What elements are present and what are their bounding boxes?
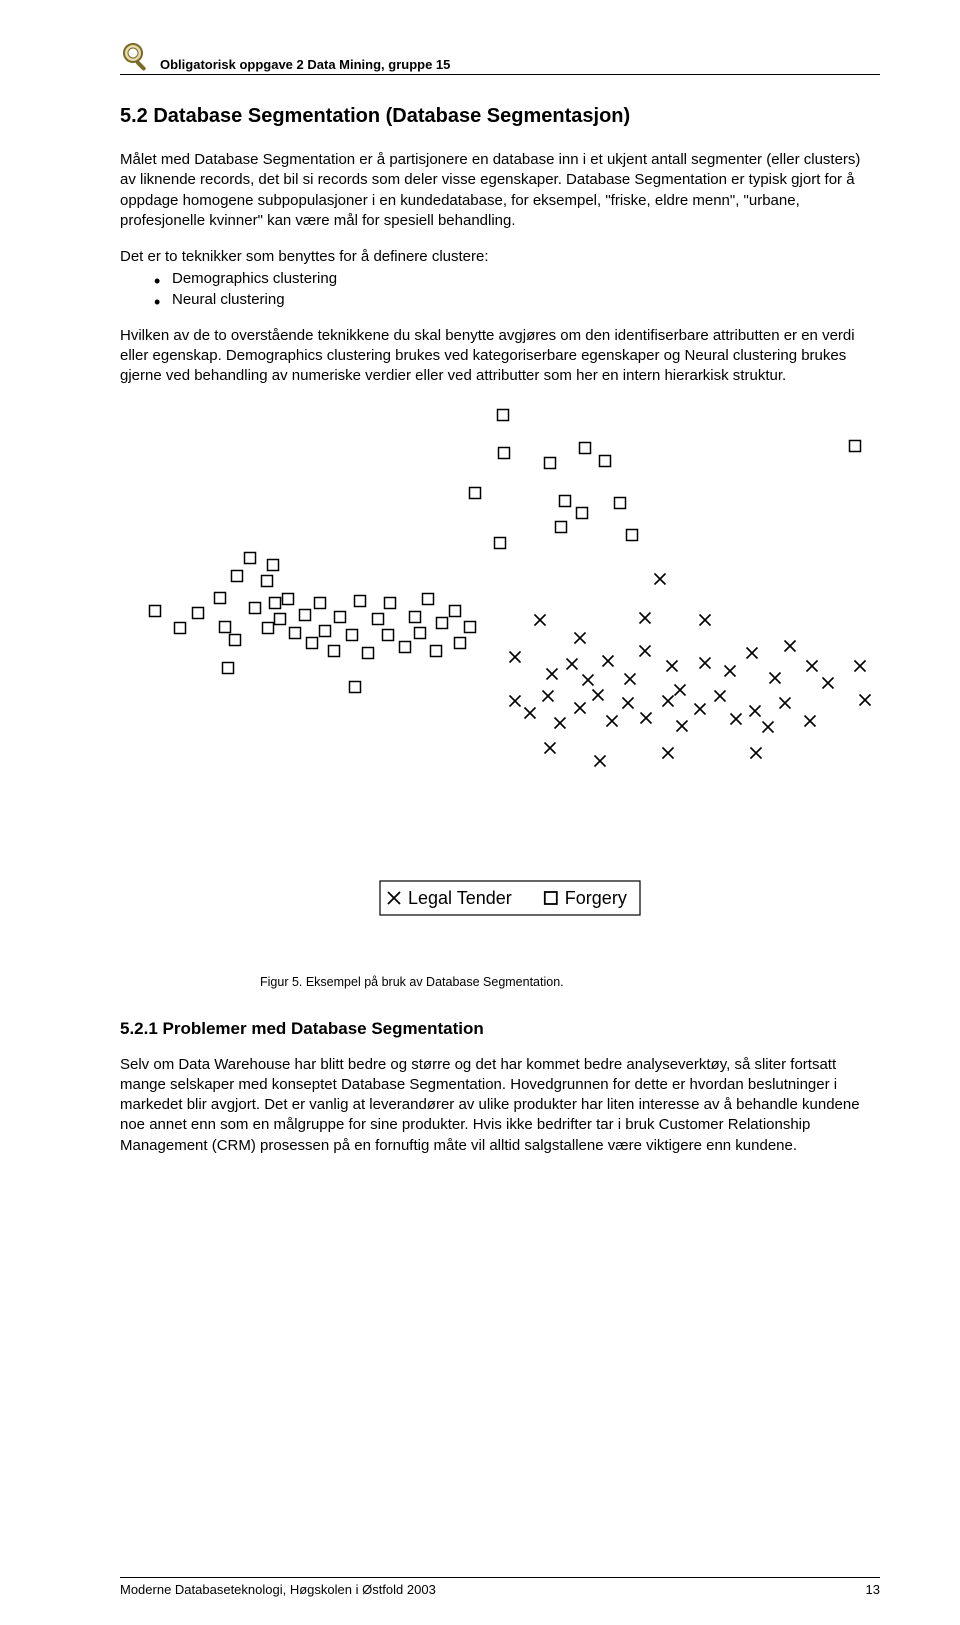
figure-caption: Figur 5. Eksempel på bruk av Database Se… bbox=[260, 975, 880, 989]
scatter-svg: Legal Tender Forgery bbox=[120, 403, 880, 963]
list-item: Neural clustering bbox=[172, 290, 880, 310]
section-para-2: Hvilken av de to overstående teknikkene … bbox=[120, 326, 880, 387]
page-header: Obligatorisk oppgave 2 Data Mining, grup… bbox=[120, 40, 880, 75]
svg-text:Legal Tender: Legal Tender bbox=[408, 888, 512, 908]
scatter-chart: Legal Tender Forgery bbox=[120, 403, 880, 963]
magnifier-icon bbox=[120, 40, 152, 72]
document-page: Obligatorisk oppgave 2 Data Mining, grup… bbox=[0, 0, 960, 1625]
header-course-line: Obligatorisk oppgave 2 Data Mining, grup… bbox=[160, 57, 450, 72]
svg-text:Forgery: Forgery bbox=[565, 888, 627, 908]
subsection-para: Selv om Data Warehouse har blitt bedre o… bbox=[120, 1055, 880, 1156]
footer-page-number: 13 bbox=[866, 1582, 880, 1597]
footer-left: Moderne Databaseteknologi, Høgskolen i Ø… bbox=[120, 1582, 436, 1597]
bullet-intro: Det er to teknikker som benyttes for å d… bbox=[120, 247, 880, 267]
page-footer: Moderne Databaseteknologi, Høgskolen i Ø… bbox=[120, 1577, 880, 1597]
list-item: Demographics clustering bbox=[172, 269, 880, 289]
section-para-1: Målet med Database Segmentation er å par… bbox=[120, 150, 880, 231]
section-title: 5.2 Database Segmentation (Database Segm… bbox=[120, 105, 880, 128]
subsection-title: 5.2.1 Problemer med Database Segmentatio… bbox=[120, 1019, 880, 1039]
bullet-list: Demographics clustering Neural clusterin… bbox=[120, 269, 880, 310]
